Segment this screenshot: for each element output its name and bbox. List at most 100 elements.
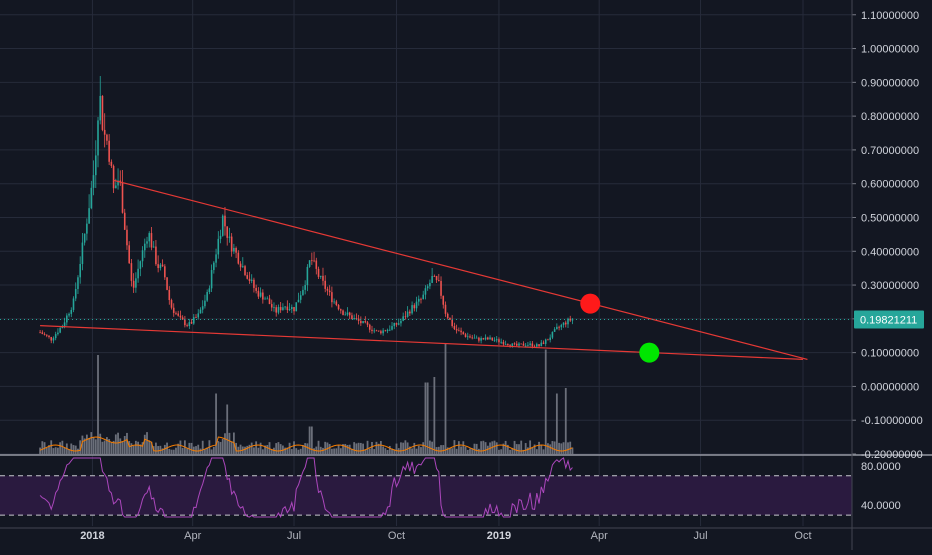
- candle-body: [146, 241, 148, 244]
- price-axis[interactable]: 1.10000000 1.00000000 0.90000000 0.80000000…: [851, 0, 924, 550]
- candle-body: [237, 252, 240, 264]
- candle-body: [248, 278, 251, 281]
- candle-body: [455, 329, 458, 331]
- candle-body: [355, 318, 358, 319]
- volume-bar: [54, 447, 57, 454]
- candle-body: [233, 247, 235, 252]
- volume-bar: [190, 442, 193, 454]
- volume-bar: [540, 445, 543, 454]
- volume-bar: [119, 438, 122, 454]
- volume-bar: [324, 441, 327, 454]
- volume-bar: [81, 435, 84, 454]
- volume-bar: [224, 433, 226, 454]
- volume-bar: [57, 447, 59, 454]
- candle-body: [199, 309, 202, 314]
- price-tick-label: 0.00000000: [861, 381, 919, 393]
- candle-body: [172, 307, 175, 313]
- volume-bar: [61, 440, 64, 454]
- volume-bar: [259, 442, 262, 454]
- volume-bar: [348, 444, 351, 454]
- volume-bar: [386, 449, 389, 454]
- volume-bar: [70, 443, 73, 454]
- volume-bar: [268, 442, 271, 454]
- volume-bar: [143, 434, 146, 454]
- time-label: Oct: [794, 530, 811, 542]
- candle-body: [393, 323, 396, 327]
- candle-body: [449, 317, 451, 320]
- volume-bar: [457, 441, 460, 454]
- candle-body: [306, 266, 309, 286]
- candle-body: [241, 266, 244, 268]
- candle-body: [101, 95, 104, 130]
- volume-bar: [85, 434, 88, 454]
- volume-bar: [275, 443, 278, 454]
- candle-body: [357, 318, 360, 321]
- candle-body: [293, 307, 295, 312]
- candle-body: [556, 326, 558, 330]
- candle-body: [286, 306, 289, 311]
- volume-bar: [355, 443, 358, 454]
- candle-body: [106, 134, 108, 141]
- candle-body: [469, 336, 471, 338]
- volume-bar: [408, 446, 411, 454]
- candle-body: [74, 288, 77, 299]
- candle-body: [527, 344, 529, 346]
- volume-bar: [126, 432, 128, 454]
- volume-bar: [59, 442, 62, 454]
- volume-bar: [533, 444, 536, 454]
- candle-body: [139, 261, 142, 269]
- candle-body: [268, 298, 271, 305]
- volume-bar: [41, 441, 44, 454]
- volume-bar: [106, 437, 108, 454]
- time-axis[interactable]: 2018 Apr Jul Oct 2019 Apr Jul Oct: [0, 527, 932, 542]
- candle-body: [143, 243, 146, 251]
- volume-bar: [48, 445, 50, 454]
- volume-bar: [377, 443, 380, 454]
- volume-bar: [45, 447, 48, 454]
- candle-body: [567, 318, 569, 325]
- volume-bar: [551, 441, 554, 454]
- candle-body: [480, 338, 482, 341]
- volume-bar: [395, 443, 398, 454]
- price-tick-label: 0.80000000: [861, 111, 919, 123]
- volume-bar: [344, 443, 347, 454]
- candle-body: [397, 323, 400, 325]
- volume-bar: [139, 444, 142, 454]
- volume-bar: [237, 446, 240, 454]
- candle-body: [536, 344, 538, 347]
- candle-body: [511, 343, 514, 347]
- candle-body: [41, 332, 44, 334]
- candle-body: [451, 319, 453, 327]
- volume-bar: [103, 440, 106, 454]
- candle-body: [422, 294, 425, 300]
- candle-body: [311, 260, 313, 262]
- candle-body: [179, 315, 182, 318]
- markers[interactable]: [580, 293, 660, 363]
- candle-body: [346, 312, 349, 315]
- candle-body: [471, 337, 474, 339]
- volume-bar: [464, 446, 467, 454]
- candle-body: [484, 337, 487, 340]
- candle-body: [213, 262, 215, 271]
- candle-body: [489, 337, 491, 340]
- price-candles: [39, 76, 574, 349]
- volume-bar: [462, 441, 465, 454]
- volume-bar: [137, 441, 140, 454]
- candle-body: [409, 311, 411, 314]
- candle-body: [295, 302, 298, 312]
- volume-bar: [469, 448, 471, 454]
- volume-bar: [357, 442, 360, 454]
- candle-body: [569, 318, 572, 321]
- candle-body: [440, 280, 442, 296]
- candle-body: [50, 337, 53, 341]
- volume-bar: [248, 444, 251, 454]
- price-tick-label: 1.00000000: [861, 44, 919, 56]
- candle-body: [164, 266, 166, 278]
- candle-body: [406, 311, 409, 317]
- trendlines[interactable]: [0, 179, 852, 360]
- candle-body: [438, 280, 440, 281]
- price-tick-label: 0.70000000: [861, 145, 919, 157]
- candle-body: [221, 215, 224, 236]
